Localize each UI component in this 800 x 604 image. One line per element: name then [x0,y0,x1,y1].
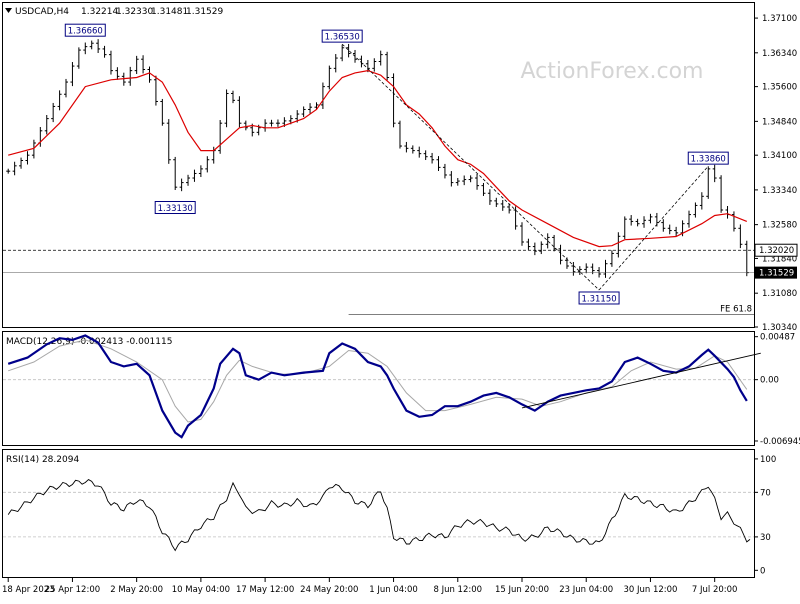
macd-pane-frame [2,331,755,446]
rsi-y-tick-label: 70 [760,488,771,498]
macd-layer [7,334,761,439]
price-annotation-box [64,23,106,37]
x-tick-label: 25 Apr 12:00 [45,585,100,595]
price-y-tick-label: 1.34840 [762,117,797,127]
price-annotation-box [154,201,196,215]
price-annotation-box [321,29,363,43]
header-close: 1.31529 [186,7,223,17]
macd-title: MACD(12,26,9) -0.002413 -0.001115 [6,337,172,347]
axis-layer: 1.37100 1.36340 1.35600 1.34840 1.34100 1.333… [2,14,800,595]
macd-y-tick-label: 0.00487 [760,333,795,343]
price-annotation-label: 1.36530 [325,33,360,43]
macd-line [7,334,748,439]
rsi-y-tick-label: 30 [760,533,771,543]
price-y-tick-label: 1.31080 [762,289,797,299]
x-tick-label: 10 May 04:00 [172,585,230,595]
x-tick-label: 30 Jun 12:00 [623,585,677,595]
x-tick-label: 8 Jun 12:00 [433,585,482,595]
price-y-tick-label: 1.37100 [762,14,797,24]
header-low: 1.31481 [151,7,188,17]
x-tick-label: 2 May 20:00 [110,585,163,595]
rsi-y-tick-label: 0 [760,566,765,576]
price-y-tick-label: 1.30340 [762,323,797,333]
macd-y-tick-label: -0.006945 [760,437,800,447]
price-y-tick-label: 1.32580 [762,221,797,231]
symbol-dropdown-icon[interactable] [5,8,12,13]
level-price-label: 1.32020 [759,246,794,256]
macd-signal-line [8,339,748,423]
header-open: 1.32214 [81,7,118,17]
x-tick-label: 24 May 20:00 [300,585,358,595]
x-tick-label: 18 Apr 2023 [2,585,55,595]
x-tick-label: 7 Jul 20:00 [692,585,738,595]
current-price-box [755,266,797,279]
macd-y-tick-label: 0.00 [760,376,779,386]
price-y-tick-label: 1.34100 [762,151,797,161]
price-annotation-label: 1.33860 [691,155,726,165]
fe-level-label: FE 61.8 [720,305,752,315]
price-trend-line [598,165,709,291]
level-price-box [754,243,798,257]
price-annotation-box [578,291,620,305]
price-layer: FE 61.8 1.36660 1.33130 1.36530 1.31150 1.338… [3,23,754,316]
header-high: 1.32330 [116,7,153,17]
rsi-line [7,479,751,552]
x-tick-label: 23 Jun 04:00 [559,585,613,595]
header-symbol: USDCAD,H4 [15,7,69,17]
moving-average-line [8,69,748,248]
rsi-title: RSI(14) 28.2094 [6,455,79,465]
x-tick-label: 17 May 12:00 [236,585,294,595]
x-tick-label: 1 Jun 04:00 [369,585,418,595]
price-annotation-label: 1.31150 [581,294,616,304]
rsi-y-tick-label: 100 [760,455,776,465]
price-y-tick-label: 1.36340 [762,49,797,59]
rsi-pane-frame [2,449,755,578]
price-annotation-label: 1.36660 [68,27,103,37]
x-tick-label: 15 Jun 20:00 [495,585,549,595]
price-y-tick-label: 1.33340 [762,186,797,196]
watermark-text: ActionForex.com [521,59,704,84]
price-y-tick-label: 1.35600 [762,83,797,93]
macd-trend-line [521,352,761,409]
price-y-tick-label: 1.31840 [762,254,797,264]
price-pane-frame [2,2,755,328]
price-annotation-label: 1.33130 [158,204,193,214]
rsi-layer [7,479,751,552]
current-price-label: 1.31529 [759,269,794,279]
price-trend-line [341,43,600,291]
price-annotation-box [687,151,729,165]
